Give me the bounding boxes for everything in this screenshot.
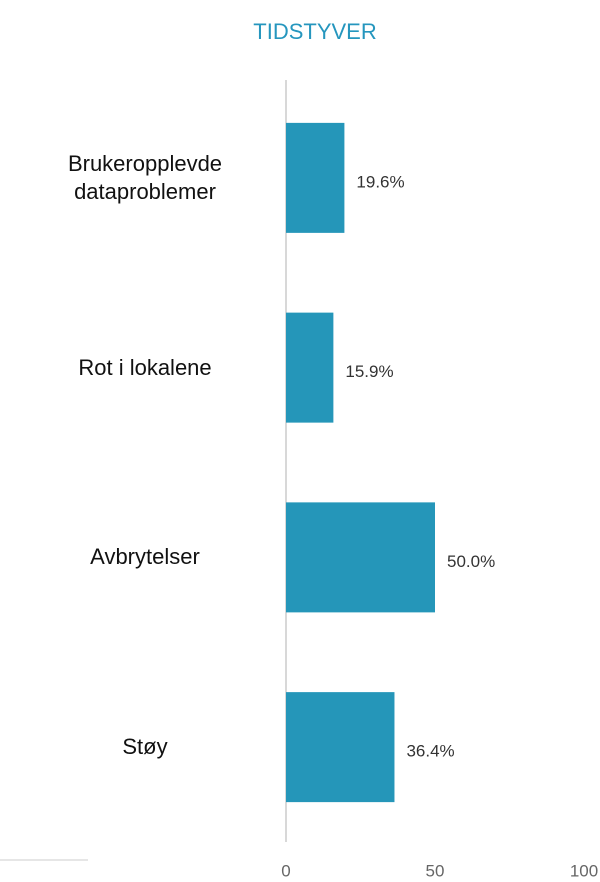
x-tick-label: 100 xyxy=(570,861,598,880)
bar xyxy=(286,122,345,233)
y-tick-label: Rot i lokalene xyxy=(78,354,212,380)
y-tick-label: Støy xyxy=(122,734,168,760)
value-label: 50.0% xyxy=(447,552,495,571)
bar xyxy=(286,692,395,803)
bar xyxy=(286,502,435,613)
y-tick-label: Brukeropplevde dataproblemer xyxy=(67,150,223,204)
value-label: 15.9% xyxy=(345,362,393,381)
value-label: 36.4% xyxy=(406,742,454,761)
x-tick-label: 50 xyxy=(426,861,445,880)
bar xyxy=(286,312,334,423)
chart-title: TIDSTYVER xyxy=(253,19,376,44)
x-tick-label: 0 xyxy=(281,861,290,880)
y-tick-label: Avbrytelser xyxy=(90,544,200,570)
value-label: 19.6% xyxy=(356,172,404,191)
